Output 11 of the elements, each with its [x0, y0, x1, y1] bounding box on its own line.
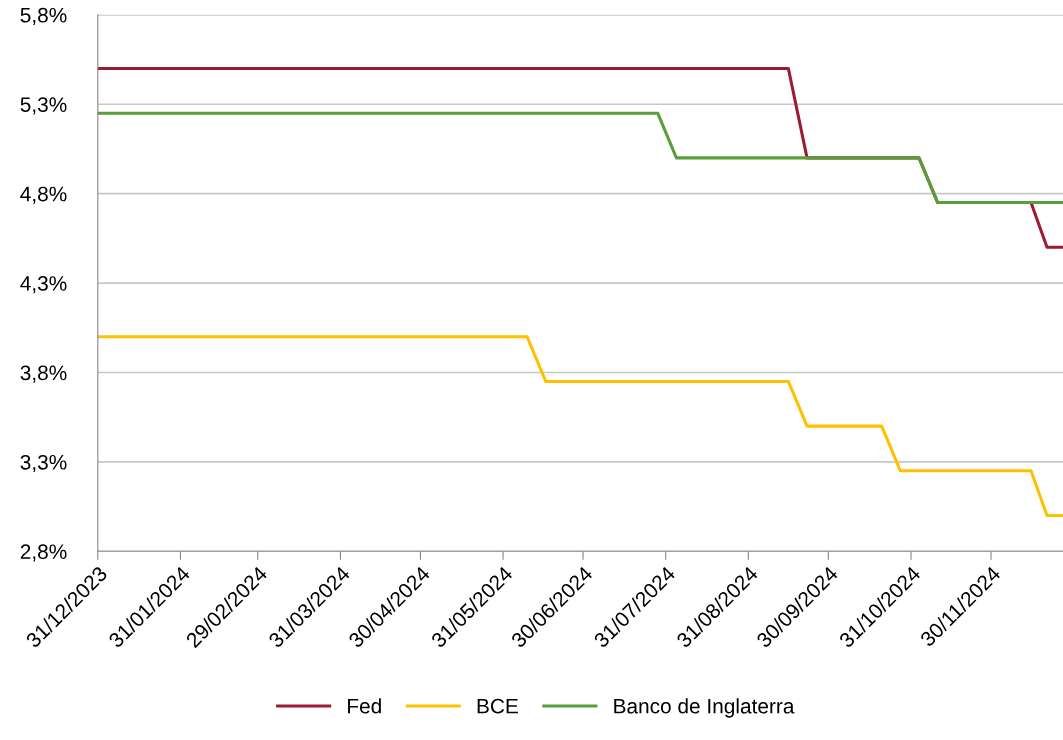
line-series [97, 335, 1063, 518]
y-tick-label: 4,8% [20, 186, 67, 204]
y-tick-label: 5,3% [20, 97, 67, 115]
y-tick-label: 2,8% [20, 544, 67, 562]
legend-label: Fed [348, 698, 381, 714]
legend-label: BCE [477, 698, 518, 714]
y-tick-label: 3,8% [20, 365, 67, 383]
y-tick-label: 4,3% [20, 276, 67, 294]
y-tick-label: 5,8% [20, 7, 67, 26]
legend-label: Banco de Inglaterra [614, 698, 795, 718]
y-tick-label: 3,3% [20, 454, 67, 473]
